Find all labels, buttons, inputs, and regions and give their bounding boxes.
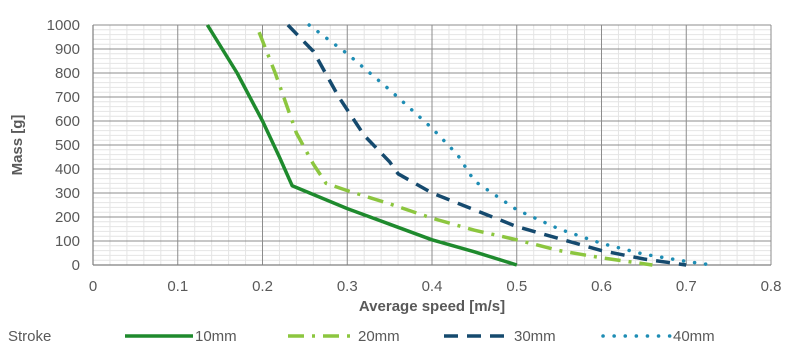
series-line-10mm	[205, 24, 518, 267]
x-tick-label: 0.5	[506, 278, 527, 295]
x-tick-label: 0.7	[676, 278, 697, 295]
y-axis-title: Mass [g]	[9, 115, 26, 176]
x-tick-label: 0.1	[167, 278, 188, 295]
x-tick-label: 0	[89, 278, 97, 295]
legend-label-20mm: 20mm	[358, 328, 400, 345]
y-tick-label: 100	[55, 233, 80, 250]
legend-label-30mm: 30mm	[514, 328, 556, 345]
y-tick-label: 600	[55, 113, 80, 130]
y-tick-labels: 0 100 200 300 400 500 600 700 800 900 1000	[47, 17, 80, 274]
x-tick-label: 0.8	[761, 278, 782, 295]
x-tick-label: 0.4	[422, 278, 443, 295]
legend: Stroke 10mm 20mm 30mm 40mm	[8, 328, 715, 345]
x-tick-label: 0.2	[252, 278, 273, 295]
x-tick-label: 0.6	[591, 278, 612, 295]
y-tick-label: 300	[55, 185, 80, 202]
y-tick-label: 700	[55, 89, 80, 106]
y-tick-label: 800	[55, 65, 80, 82]
legend-label-10mm: 10mm	[195, 328, 237, 345]
y-tick-label: 0	[72, 257, 80, 274]
x-axis-title: Average speed [m/s]	[359, 298, 505, 315]
y-tick-label: 400	[55, 161, 80, 178]
series-line-30mm	[286, 23, 687, 267]
series-layer	[205, 23, 714, 267]
series-line-40mm	[307, 23, 714, 267]
legend-label-40mm: 40mm	[673, 328, 715, 345]
x-tick-label: 0.3	[337, 278, 358, 295]
y-tick-label: 900	[55, 41, 80, 58]
x-tick-labels: 0 0.1 0.2 0.3 0.4 0.5 0.6 0.7 0.8	[89, 278, 782, 295]
y-tick-label: 200	[55, 209, 80, 226]
y-tick-label: 500	[55, 137, 80, 154]
legend-title: Stroke	[8, 328, 51, 345]
axis-lines	[92, 25, 771, 266]
series-line-20mm	[257, 31, 653, 267]
y-tick-label: 1000	[47, 17, 80, 34]
